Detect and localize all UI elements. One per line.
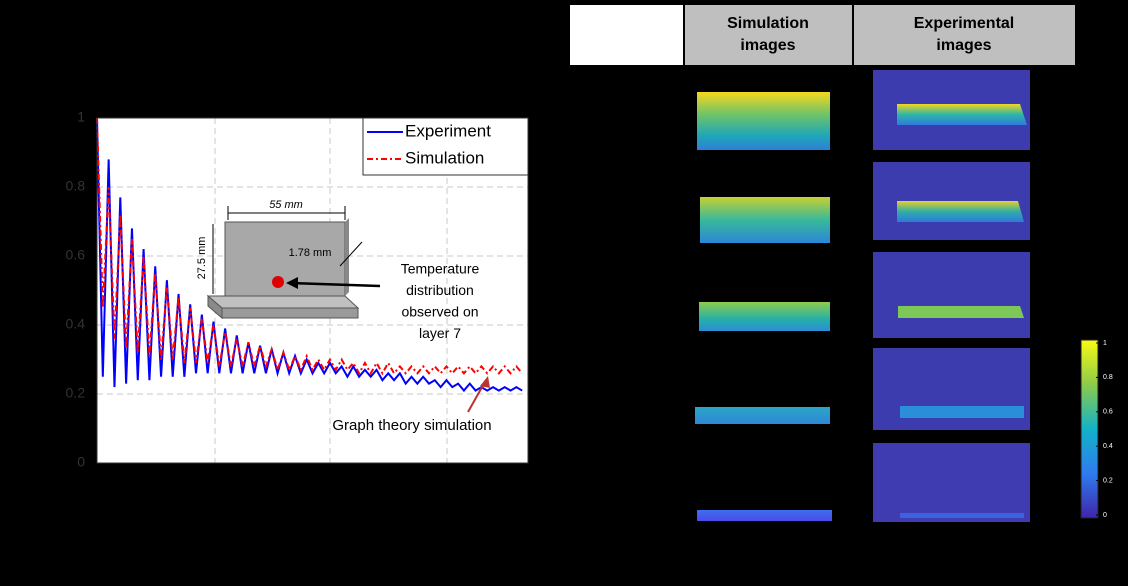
experimental-images [873, 70, 1030, 522]
colorbar-tick-label: 0.8 [1103, 374, 1113, 381]
base-front [222, 308, 358, 318]
simulation-image [700, 197, 830, 243]
line-chart: 0 0.2 0.4 0.6 0.8 1 55 mm 27.5 mm 1.78 mm Tem… [66, 109, 528, 470]
annotation: Temperature [401, 261, 480, 277]
hot-bar [897, 201, 1024, 222]
colorbar-tick-label: 0.2 [1103, 477, 1113, 484]
legend-label: Simulation [405, 148, 484, 167]
observation-point [272, 276, 284, 288]
annotation: Graph theory simulation [332, 417, 491, 434]
colorbar-tick-label: 1 [1103, 340, 1107, 347]
colorbar-tick-label: 0.6 [1103, 409, 1113, 416]
y-tick-label: 0 [77, 454, 85, 470]
simulation-image [695, 407, 830, 424]
hot-bar [900, 406, 1024, 418]
legend-label: Experiment [405, 121, 491, 140]
annotation: 27.5 mm [196, 237, 208, 280]
annotation: layer 7 [419, 325, 461, 341]
header-cell [854, 5, 1075, 65]
y-tick-label: 0.4 [66, 316, 86, 332]
header-word: Simulation [727, 15, 809, 32]
annotation: observed on [401, 304, 478, 320]
y-tick-label: 0.2 [66, 385, 86, 401]
base-top [208, 296, 358, 308]
colorbar-tick-label: 0.4 [1103, 443, 1113, 450]
header-cell [685, 5, 852, 65]
y-tick-label: 1 [77, 109, 85, 125]
page: 0 0.2 0.4 0.6 0.8 1 55 mm 27.5 mm 1.78 mm Tem… [0, 0, 1128, 586]
annotation: 1.78 mm [289, 247, 332, 259]
hot-bar [900, 513, 1024, 518]
simulation-image [699, 302, 830, 331]
hot-bar [898, 306, 1024, 318]
hot-bar [897, 104, 1027, 125]
annotation: 55 mm [269, 199, 303, 211]
header-word: images [936, 37, 991, 54]
header-cell [570, 5, 683, 65]
simulation-image [697, 92, 830, 150]
header-word: images [740, 37, 795, 54]
y-tick-label: 0.6 [66, 247, 86, 263]
experimental-image [873, 252, 1030, 338]
simulation-image [697, 510, 832, 521]
colorbar [1081, 340, 1098, 518]
experimental-image [873, 443, 1030, 522]
header-word: Experimental [914, 15, 1014, 32]
annotation: distribution [406, 282, 474, 298]
figure: 0 0.2 0.4 0.6 0.8 1 55 mm 27.5 mm 1.78 mm Tem… [0, 0, 1128, 586]
image-panel: Simulation images Experimental images 0 0.2 0… [570, 5, 1113, 522]
y-tick-label: 0.8 [66, 178, 86, 194]
colorbar-tick-label: 0 [1103, 512, 1107, 519]
